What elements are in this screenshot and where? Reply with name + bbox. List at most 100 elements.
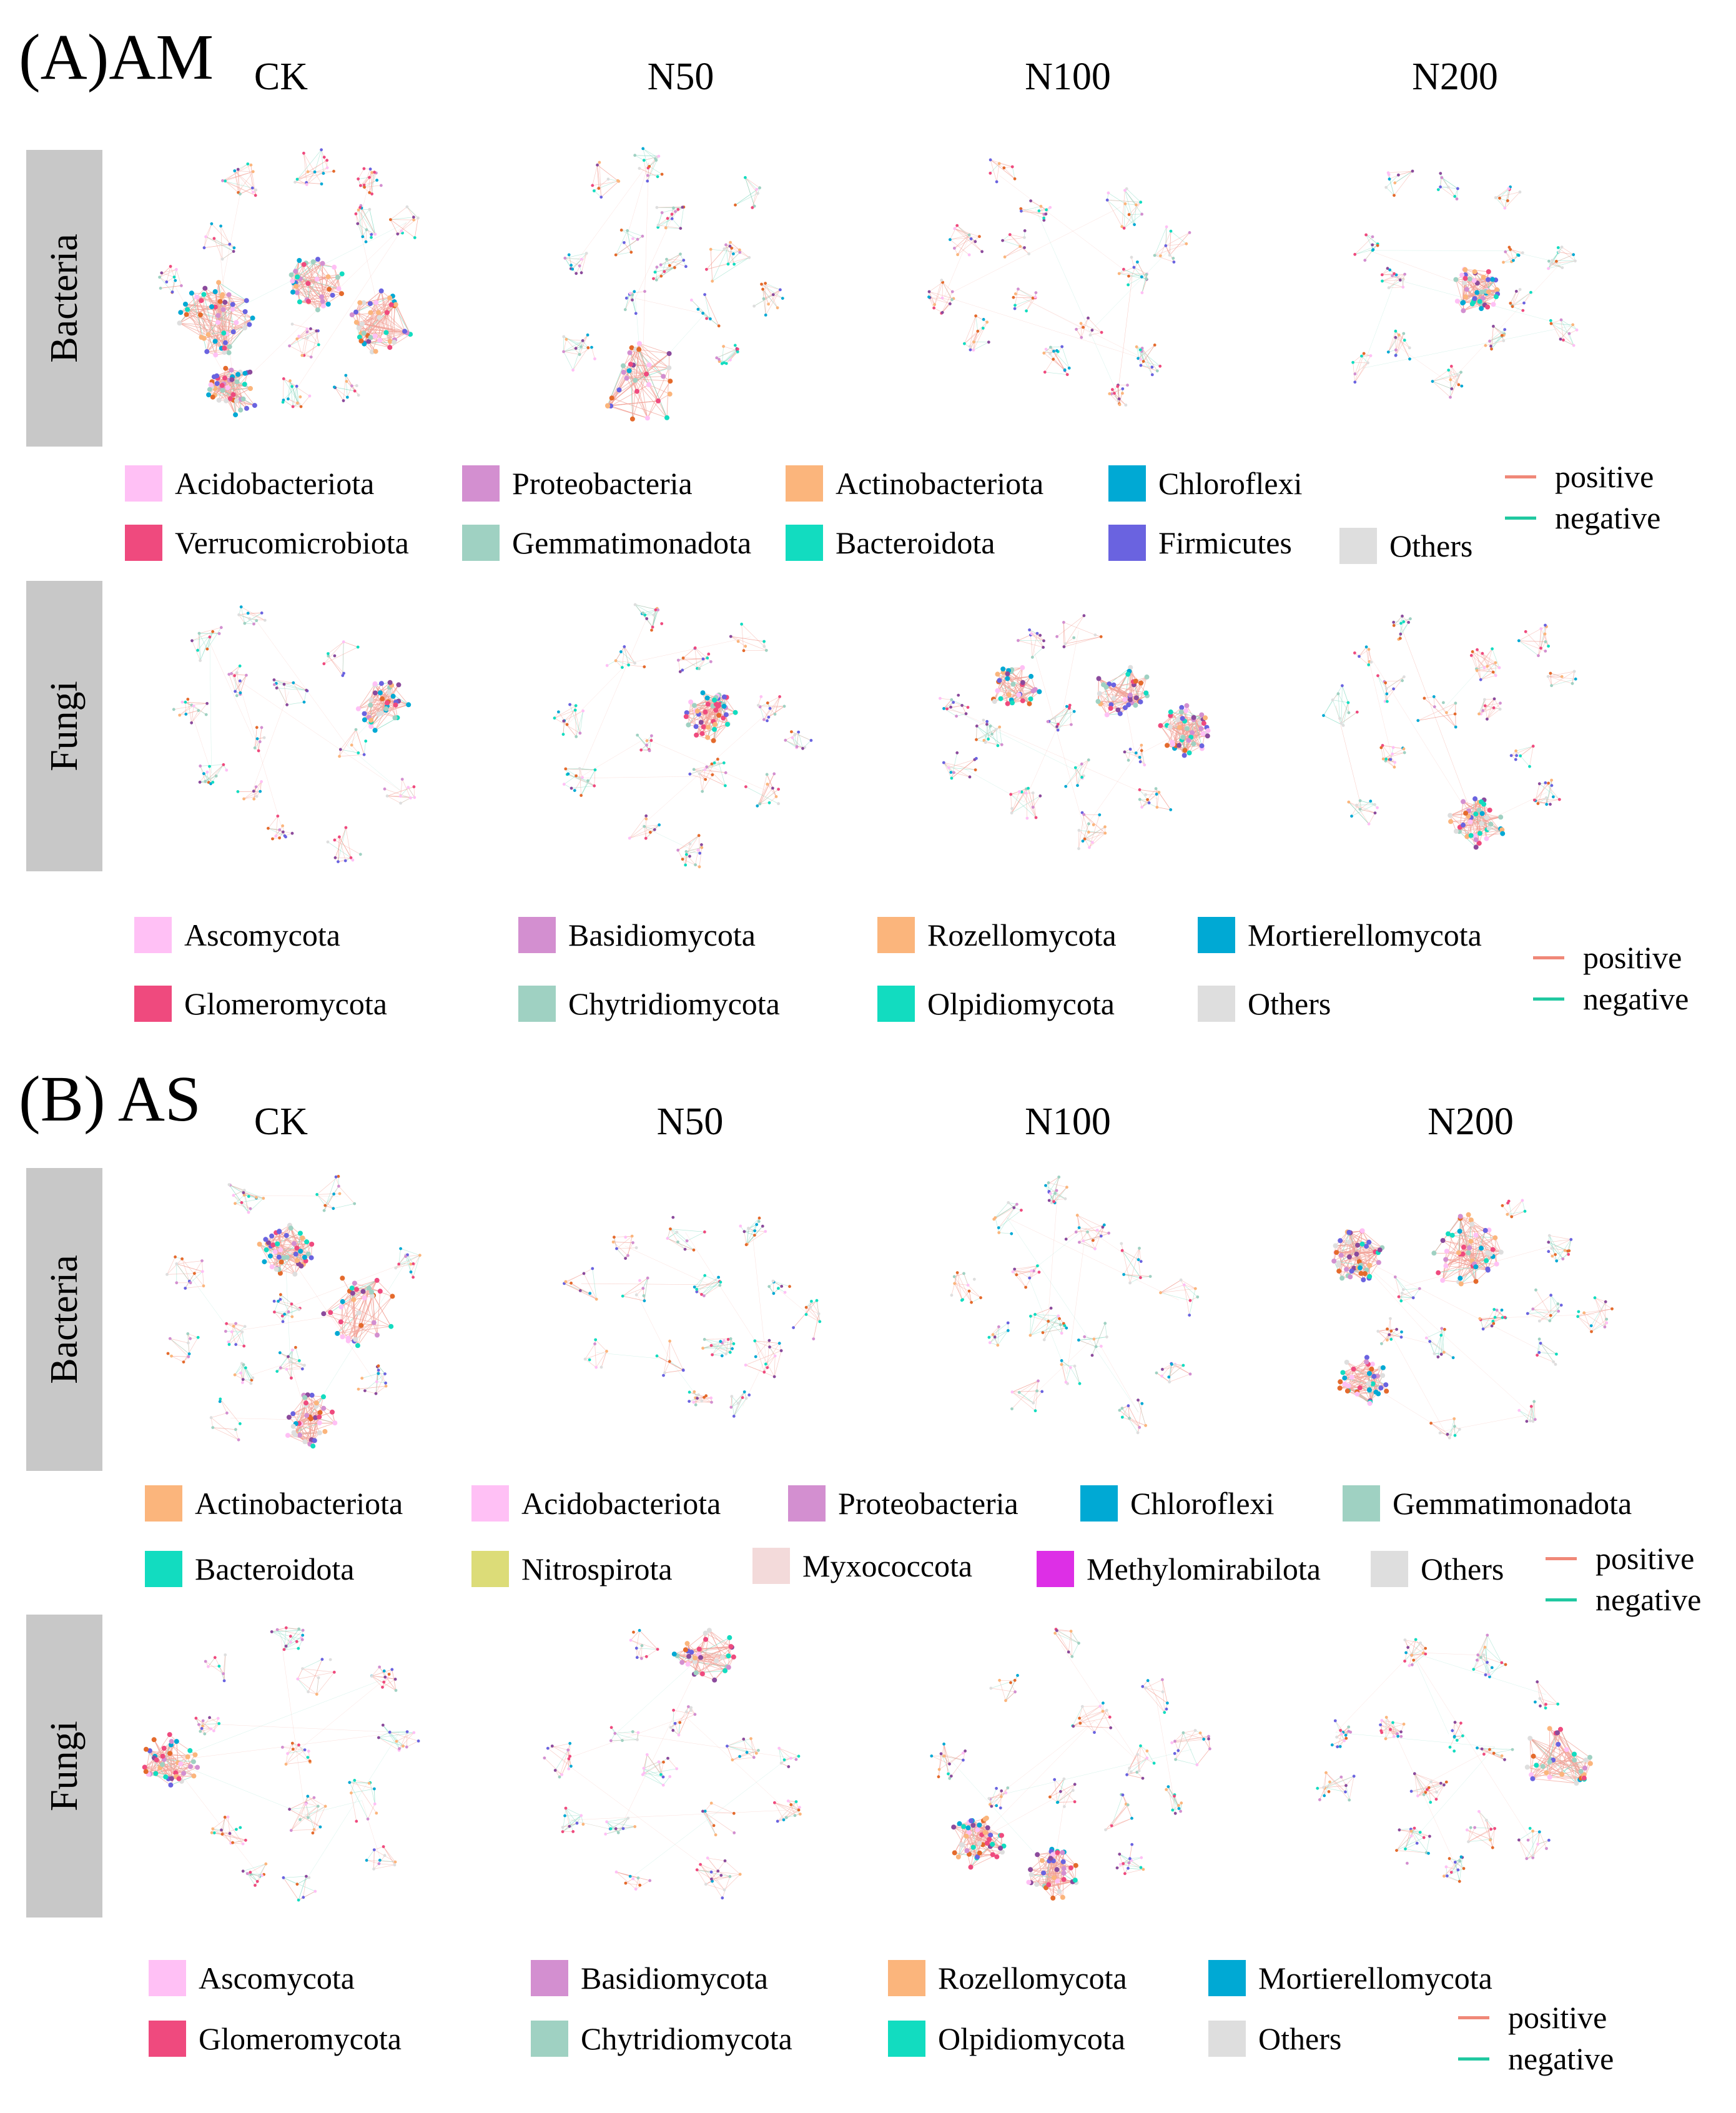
legend-item: Myxococcota: [752, 1548, 972, 1584]
legend-item: Mortierellomycota: [1198, 917, 1482, 953]
network-module: [729, 1390, 751, 1418]
network-module: [1453, 267, 1501, 314]
network-module: [190, 626, 223, 662]
network-graph: [562, 147, 784, 422]
legend-item: Actinobacteriota: [145, 1485, 403, 1522]
network-module: [1077, 1322, 1108, 1357]
network-module: [1138, 787, 1173, 811]
network-module: [1524, 1726, 1593, 1786]
network-am-bacteria-n50: [518, 119, 843, 443]
legend-item: Basidiomycota: [518, 917, 756, 953]
network-module: [1393, 1275, 1421, 1303]
network-module: [563, 1267, 598, 1301]
legend-swatch: [1080, 1485, 1118, 1522]
legend-item: Firmicutes: [1108, 525, 1292, 561]
legend-item: Glomeromycota: [149, 2021, 402, 2057]
network-module: [1576, 1296, 1614, 1334]
network-module: [991, 665, 1042, 706]
legend-item: Ascomycota: [149, 1960, 355, 1996]
legend-swatch: [149, 2021, 186, 2057]
network-module: [701, 1801, 736, 1837]
network-module: [671, 1628, 736, 1683]
negative-label: negative: [1595, 1582, 1702, 1617]
network-module: [1384, 169, 1414, 197]
network-module: [272, 1293, 302, 1324]
network-module: [1120, 1242, 1152, 1285]
network-module: [543, 1741, 573, 1779]
network-module: [204, 1653, 227, 1683]
network-module: [1064, 758, 1090, 788]
legend-item: Mortierellomycota: [1208, 1960, 1492, 1996]
network-module: [315, 1175, 357, 1212]
network-module: [165, 1255, 205, 1290]
legend-swatch: [1371, 1551, 1408, 1587]
network-module: [1108, 384, 1129, 407]
column-label-n100: N100: [1025, 1101, 1111, 1143]
network-module: [272, 678, 309, 706]
network-module: [326, 826, 362, 863]
network-module: [734, 176, 761, 209]
network-module: [1351, 352, 1373, 384]
network-module: [777, 1746, 801, 1768]
network-module: [322, 640, 360, 677]
network-module: [676, 834, 704, 869]
network-module: [1534, 1680, 1560, 1710]
network-module: [1165, 1785, 1183, 1815]
network-graph: [930, 1628, 1211, 1901]
network-module: [705, 240, 751, 283]
network-module: [282, 1874, 317, 1902]
row-label-bacteria: Bacteria: [26, 1168, 102, 1471]
network-module: [1159, 1278, 1200, 1317]
network-module: [591, 161, 621, 199]
network-module: [1316, 1771, 1356, 1802]
legend-swatch: [752, 1548, 790, 1584]
network-module: [611, 1234, 638, 1260]
network-module: [693, 1274, 723, 1297]
network-module: [633, 147, 664, 183]
legend-swatch: [788, 1485, 826, 1522]
network-module: [357, 167, 383, 195]
network-module: [939, 693, 970, 718]
network-graph: [543, 1628, 802, 1900]
legend-item: Others: [1371, 1551, 1504, 1587]
network-module: [227, 664, 248, 698]
network-module: [1125, 1744, 1156, 1780]
network-module: [1042, 345, 1071, 377]
network-module: [389, 205, 420, 239]
network-module: [633, 603, 664, 632]
legend-item: Others: [1208, 2021, 1341, 2057]
legend-item: Acidobacteriota: [471, 1485, 721, 1522]
legend-swatch: [518, 917, 556, 953]
edge-legend: positive negative: [1546, 1538, 1701, 1620]
network-module: [666, 1215, 706, 1252]
network-module: [1376, 674, 1406, 703]
positive-label: positive: [1555, 459, 1654, 494]
network-module: [281, 377, 312, 408]
column-label-n200: N200: [1412, 56, 1498, 98]
network-module: [669, 1705, 697, 1737]
network-module: [296, 1658, 336, 1696]
network-module: [354, 204, 377, 244]
network-module: [1353, 233, 1379, 262]
negative-edge-line: [1505, 516, 1536, 520]
network-module: [241, 1862, 268, 1887]
legend-swatch: [1198, 986, 1235, 1022]
network-module: [629, 1629, 659, 1660]
network-module: [365, 1845, 397, 1871]
network-module: [267, 814, 294, 841]
network-am-fungi-n200: [1293, 572, 1617, 896]
positive-label: positive: [1508, 2000, 1607, 2035]
network-module: [1153, 225, 1191, 264]
network-module: [221, 162, 258, 197]
legend-item: Nitrospirota: [471, 1551, 673, 1587]
network-module: [1135, 344, 1162, 377]
legend-item: Actinobacteriota: [786, 465, 1043, 502]
network-as-bacteria-n50: [531, 1149, 856, 1474]
network-module: [930, 1742, 967, 1780]
network-module: [1118, 1398, 1147, 1435]
legend-swatch: [1343, 1485, 1380, 1522]
network-module: [1547, 245, 1577, 270]
network-module: [1472, 1633, 1507, 1678]
legend-item: Rozellomycota: [888, 1960, 1127, 1996]
section-a-title: (A)AM: [19, 21, 214, 93]
